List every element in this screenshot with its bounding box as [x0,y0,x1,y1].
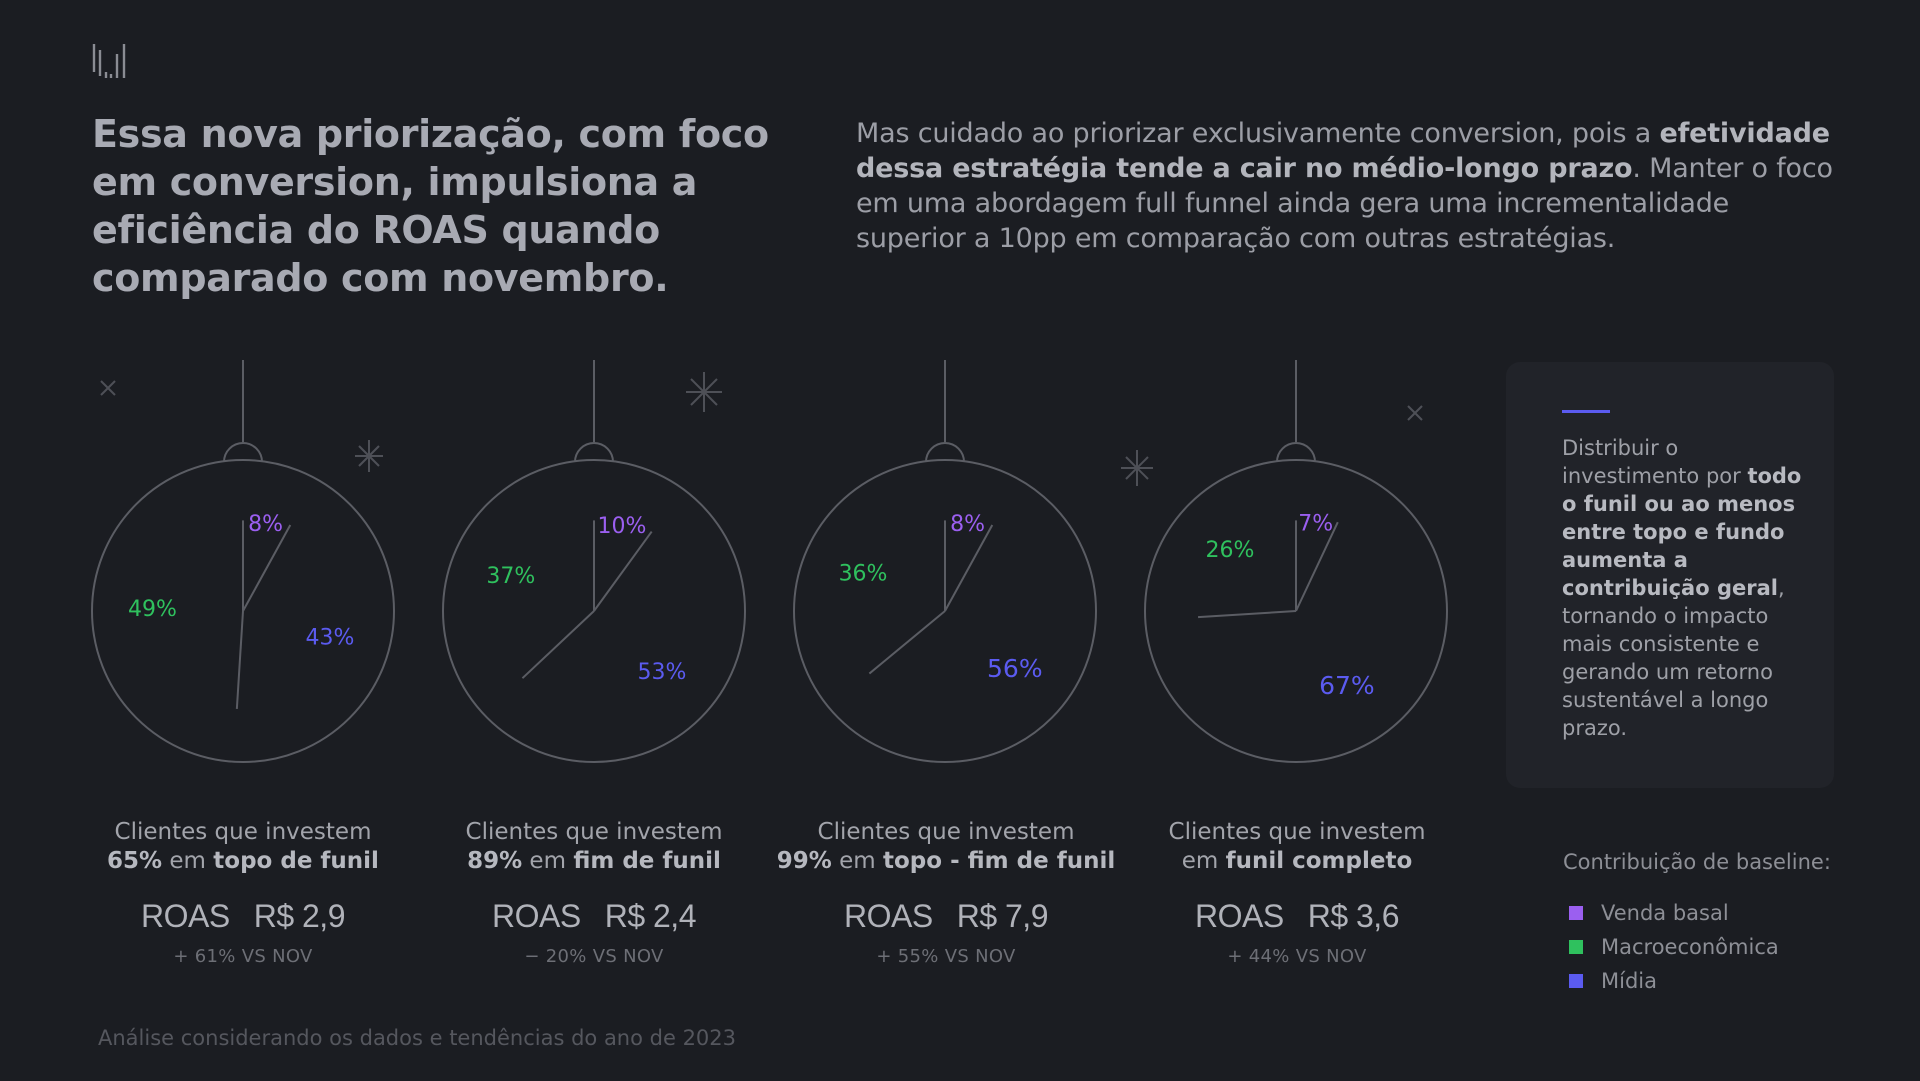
brand-logo-icon [92,44,126,78]
pie-slice-divider [944,524,994,612]
chart-caption: Clientes que investem 99% em topo - fim d… [776,818,1116,876]
caption-percent: 99% [776,848,832,874]
sparkle-icon [686,372,722,412]
caption-line: Clientes que investem [817,819,1075,845]
roas-value: R$ 2,9 [253,898,346,934]
roas-value: R$ 3,6 [1307,898,1400,934]
legend-item-midia: Mídia [1563,964,1831,998]
caption-detail: em funil completo [1127,847,1467,876]
ornament-cap [223,442,263,463]
roas-label: ROAS [141,898,230,934]
caption-connector: em [1181,848,1226,874]
pie-slice-label: 7% [1298,512,1333,537]
legend-label: Mídia [1601,969,1657,993]
roas-label: ROAS [492,898,581,934]
roas-label: ROAS [1195,898,1284,934]
x-mark-icon [1407,405,1423,421]
pie-slice-label: 67% [1319,671,1375,700]
caption-strategy: topo de funil [213,848,379,874]
roas-value: R$ 2,4 [604,898,697,934]
card-accent-rule [1562,410,1610,413]
roas-delta: + 44% VS NOV [1227,946,1367,967]
ornament-cap [574,442,614,463]
roas-delta: − 20% VS NOV [524,946,664,967]
roas-metric: ROAS R$ 3,6 [1127,898,1467,935]
ornament-cap [925,442,965,463]
pie-outline [91,459,395,763]
pie-slice-label: 10% [598,514,647,539]
caption-percent: 65% [107,848,163,874]
pie-slice-divider [521,610,595,679]
caption-strategy: topo - fim de funil [883,848,1116,874]
ornament-cap [1276,442,1316,463]
sparkle-icon [1121,450,1153,486]
pie-slice-label: 36% [839,561,888,586]
caption-detail: 89% em fim de funil [424,847,764,876]
legend-swatch [1569,974,1583,988]
legend-label: Macroeconômica [1601,935,1779,959]
caption-strategy: fim de funil [573,848,721,874]
roas-metric: ROAS R$ 2,9 [73,898,413,935]
pie-slice-divider [242,524,292,612]
card-text-end: , tornando o impacto mais consistente e … [1562,576,1785,740]
caption-line: Clientes que investem [465,819,723,845]
pie-slice-label: 53% [638,660,687,685]
legend-item-venda-basal: Venda basal [1563,896,1831,930]
pie-outline [442,459,746,763]
footnote: Análise considerando os dados e tendênci… [98,1026,737,1050]
roas-metric: ROAS R$ 2,4 [424,898,764,935]
pie-slice-divider [593,531,653,612]
legend-swatch [1569,940,1583,954]
page-headline: Essa nova priorização, com foco em conve… [92,112,769,300]
pie-slice-label: 26% [1206,538,1255,563]
legend: Contribuição de baseline: Venda basal Ma… [1563,850,1831,998]
caption-detail: 99% em topo - fim de funil [776,847,1116,876]
legend-title: Contribuição de baseline: [1563,850,1831,874]
pie-slice-label: 8% [950,512,985,537]
pie-outline [793,459,1097,763]
intro-bold-text: efetividade dessa estratégia tende a cai… [856,118,1830,184]
pie-slice-divider [868,610,946,675]
roas-delta: + 61% VS NOV [173,946,313,967]
pie-slice-divider [1295,521,1339,612]
caption-detail: 65% em topo de funil [73,847,413,876]
pie-slice-divider [235,610,244,710]
pie-outline [1144,459,1448,763]
caption-percent: 89% [467,848,523,874]
caption-connector: em [522,848,574,874]
intro-text-end: . Manter o foco em uma abordagem full fu… [856,153,1833,254]
pie-slice-label: 43% [306,625,355,650]
legend-label: Venda basal [1601,901,1729,925]
pie-slice-label: 37% [486,564,535,589]
card-text: Distribuir o investimento por todo o fun… [1562,434,1802,742]
caption-connector: em [162,848,214,874]
chart-caption: Clientes que investem em funil completo [1127,818,1467,876]
chart-caption: Clientes que investem 89% em fim de funil [424,818,764,876]
caption-line: Clientes que investem [1168,819,1426,845]
pie-slice-label: 8% [248,512,283,537]
intro-paragraph: Mas cuidado ao priorizar exclusivamente … [856,116,1836,256]
x-mark-icon [100,380,116,396]
roas-delta: + 55% VS NOV [876,946,1016,967]
intro-text: Mas cuidado ao priorizar exclusivamente … [856,118,1660,149]
pie-slice-label: 56% [987,654,1043,683]
caption-line: Clientes que investem [114,819,372,845]
chart-caption: Clientes que investem 65% em topo de funi… [73,818,413,876]
caption-strategy: funil completo [1225,848,1413,874]
card-text-start: Distribuir o investimento por [1562,436,1748,488]
roas-metric: ROAS R$ 7,9 [776,898,1116,935]
insight-card: Distribuir o investimento por todo o fun… [1506,362,1834,788]
roas-value: R$ 7,9 [956,898,1049,934]
pie-slice-divider [1197,610,1297,619]
charts-svg: 8% 43% 49% 10% 53% 37% 8% 56% 36% 7% 67% 26% [91,360,1448,763]
roas-label: ROAS [844,898,933,934]
sparkle-icon [355,440,383,472]
legend-swatch [1569,906,1583,920]
pie-slice-label: 49% [128,597,177,622]
ornament-charts: 8% 43% 49% 10% 53% 37% 8% 56% 36% 7% 67% 26% [0,350,1500,770]
caption-connector: em [831,848,883,874]
legend-item-macroeconomica: Macroeconômica [1563,930,1831,964]
card-bold-text: todo o funil ou ao menos entre topo e fu… [1562,464,1802,600]
